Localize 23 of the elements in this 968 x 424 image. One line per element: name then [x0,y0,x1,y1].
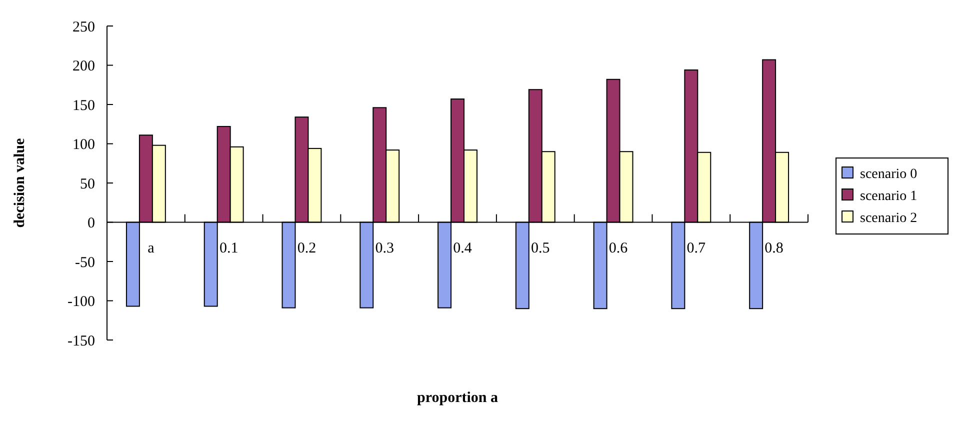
x-tick-label: 0.2 [297,240,316,256]
x-tick-label: 0.5 [531,240,550,256]
legend-label: scenario 0 [860,166,918,182]
x-tick-label: 0.7 [686,240,706,256]
y-tick-label: 250 [72,19,95,36]
x-tick-label: 0.6 [608,240,628,256]
x-axis-title: proportion a [417,390,498,406]
legend-label: scenario 1 [860,188,918,204]
y-tick-label: 100 [72,137,95,153]
y-tick-label: 150 [72,98,95,114]
y-axis-title: decision value [12,138,28,228]
x-tick-label: 0.1 [219,240,238,256]
y-tick-label: 50 [80,176,95,192]
y-tick-label: 0 [88,216,95,232]
x-tick-label: 0.8 [764,240,784,256]
y-tick-label: -100 [68,294,95,310]
x-tick-label: 0.4 [453,240,472,256]
x-tick-label: a [148,240,155,256]
y-tick-label: -50 [75,254,95,271]
y-tick-label: 200 [72,58,95,74]
legend-label: scenario 2 [860,210,918,226]
y-tick-label: -150 [68,333,95,350]
x-tick-label: 0.3 [375,240,394,256]
